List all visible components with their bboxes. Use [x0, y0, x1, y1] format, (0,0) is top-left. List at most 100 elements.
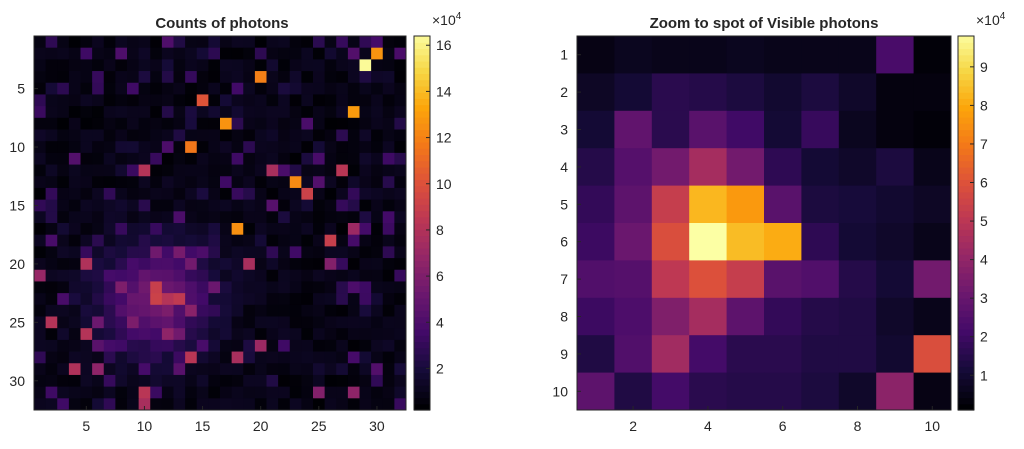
heatmap-cell — [324, 59, 337, 72]
heatmap-cell — [161, 71, 174, 84]
colorbar-tick-label: 16 — [436, 37, 452, 53]
heatmap-cell — [347, 351, 360, 364]
colorbar-segment — [414, 229, 430, 237]
heatmap-cell — [301, 293, 314, 306]
heatmap-cell — [57, 363, 70, 376]
colorbar-segment — [414, 378, 430, 386]
heatmap-cell — [196, 187, 209, 201]
heatmap-cell — [689, 372, 727, 411]
heatmap-cell — [138, 304, 151, 317]
heatmap-cell — [371, 234, 384, 247]
heatmap-cell — [726, 297, 765, 336]
heatmap-cell — [301, 234, 314, 247]
heatmap-cell — [185, 106, 198, 119]
heatmap-cell — [138, 199, 151, 212]
heatmap-cell — [34, 328, 47, 341]
heatmap-cell — [324, 269, 337, 282]
y-tick-label: 4 — [560, 159, 568, 175]
heatmap-cell — [68, 386, 81, 399]
heatmap-cell — [614, 260, 653, 299]
heatmap-cell — [313, 398, 326, 411]
heatmap-cell — [220, 117, 233, 130]
colorbar-segment — [958, 366, 974, 374]
heatmap-cell — [289, 246, 302, 259]
heatmap-cell — [220, 106, 233, 119]
colorbar-segment — [414, 397, 430, 405]
heatmap-cell — [68, 316, 81, 329]
heatmap-cell — [127, 59, 140, 72]
colorbar-exponent-base: ×10 — [432, 12, 456, 28]
heatmap-cell — [34, 59, 47, 72]
heatmap-cell — [301, 199, 314, 212]
heatmap-cell — [68, 304, 81, 317]
heatmap-cell — [68, 223, 81, 236]
heatmap-cell — [185, 304, 198, 317]
heatmap-cell — [394, 129, 407, 142]
heatmap-cell — [80, 176, 93, 189]
heatmap-cell — [68, 199, 81, 212]
colorbar-segment — [414, 48, 430, 56]
heatmap-cell — [347, 47, 360, 60]
heatmap-cell — [254, 36, 267, 49]
heatmap-cell — [347, 258, 360, 271]
heatmap-cell — [254, 351, 267, 364]
heatmap-cell — [371, 223, 384, 236]
colorbar-segment — [958, 378, 974, 386]
heatmap-cell — [127, 36, 140, 49]
heatmap-cell — [150, 281, 163, 294]
heatmap-cell — [115, 71, 128, 84]
heatmap-cell — [161, 363, 174, 376]
heatmap-cell — [161, 176, 174, 189]
heatmap-cell — [127, 82, 140, 95]
heatmap-cell — [289, 316, 302, 329]
heatmap-cell — [220, 351, 233, 364]
colorbar-segment — [958, 92, 974, 99]
heatmap-cell — [359, 339, 372, 352]
heatmap-cell — [208, 187, 221, 201]
heatmap-cell — [34, 199, 47, 212]
heatmap-cell — [115, 398, 128, 411]
colorbar-segment — [958, 291, 974, 299]
heatmap-cell — [614, 73, 653, 112]
heatmap-cell — [243, 94, 256, 107]
heatmap-cell — [359, 117, 372, 130]
heatmap-cell — [359, 246, 372, 259]
heatmap-cell — [161, 47, 174, 60]
heatmap-cell — [173, 339, 186, 352]
heatmap-cell — [34, 117, 47, 130]
heatmap-cell — [301, 82, 314, 95]
heatmap-cell — [254, 164, 267, 177]
heatmap-cell — [301, 246, 314, 259]
heatmap-cell — [57, 94, 70, 107]
heatmap-cell — [57, 141, 70, 154]
colorbar-segment — [414, 347, 430, 355]
heatmap-cell — [371, 187, 384, 201]
heatmap-cell — [254, 398, 267, 411]
heatmap-cell — [301, 398, 314, 411]
heatmap-cell — [196, 211, 209, 224]
y-tick-label: 7 — [560, 271, 568, 287]
heatmap-cell — [324, 339, 337, 352]
heatmap-cell — [289, 328, 302, 341]
colorbar-segment — [958, 310, 974, 318]
heatmap-cell — [266, 164, 279, 177]
heatmap-cell — [394, 398, 407, 411]
heatmap-cell — [196, 374, 209, 388]
heatmap-cell — [80, 374, 93, 388]
heatmap-cell — [243, 117, 256, 130]
heatmap-cell — [324, 374, 337, 388]
colorbar-segment — [414, 117, 430, 124]
heatmap-cell — [196, 199, 209, 212]
colorbar-segment — [958, 216, 974, 224]
heatmap-cell — [161, 304, 174, 317]
heatmap-cell — [801, 372, 840, 411]
heatmap-cell — [173, 281, 186, 294]
heatmap-cell — [243, 386, 256, 399]
heatmap-cell — [220, 258, 233, 271]
heatmap-cell — [382, 176, 395, 189]
heatmap-cell — [614, 223, 653, 261]
heatmap-cell — [336, 304, 349, 317]
colorbar-segment — [414, 154, 430, 162]
heatmap-cell — [161, 211, 174, 224]
heatmap-cell — [689, 297, 727, 336]
